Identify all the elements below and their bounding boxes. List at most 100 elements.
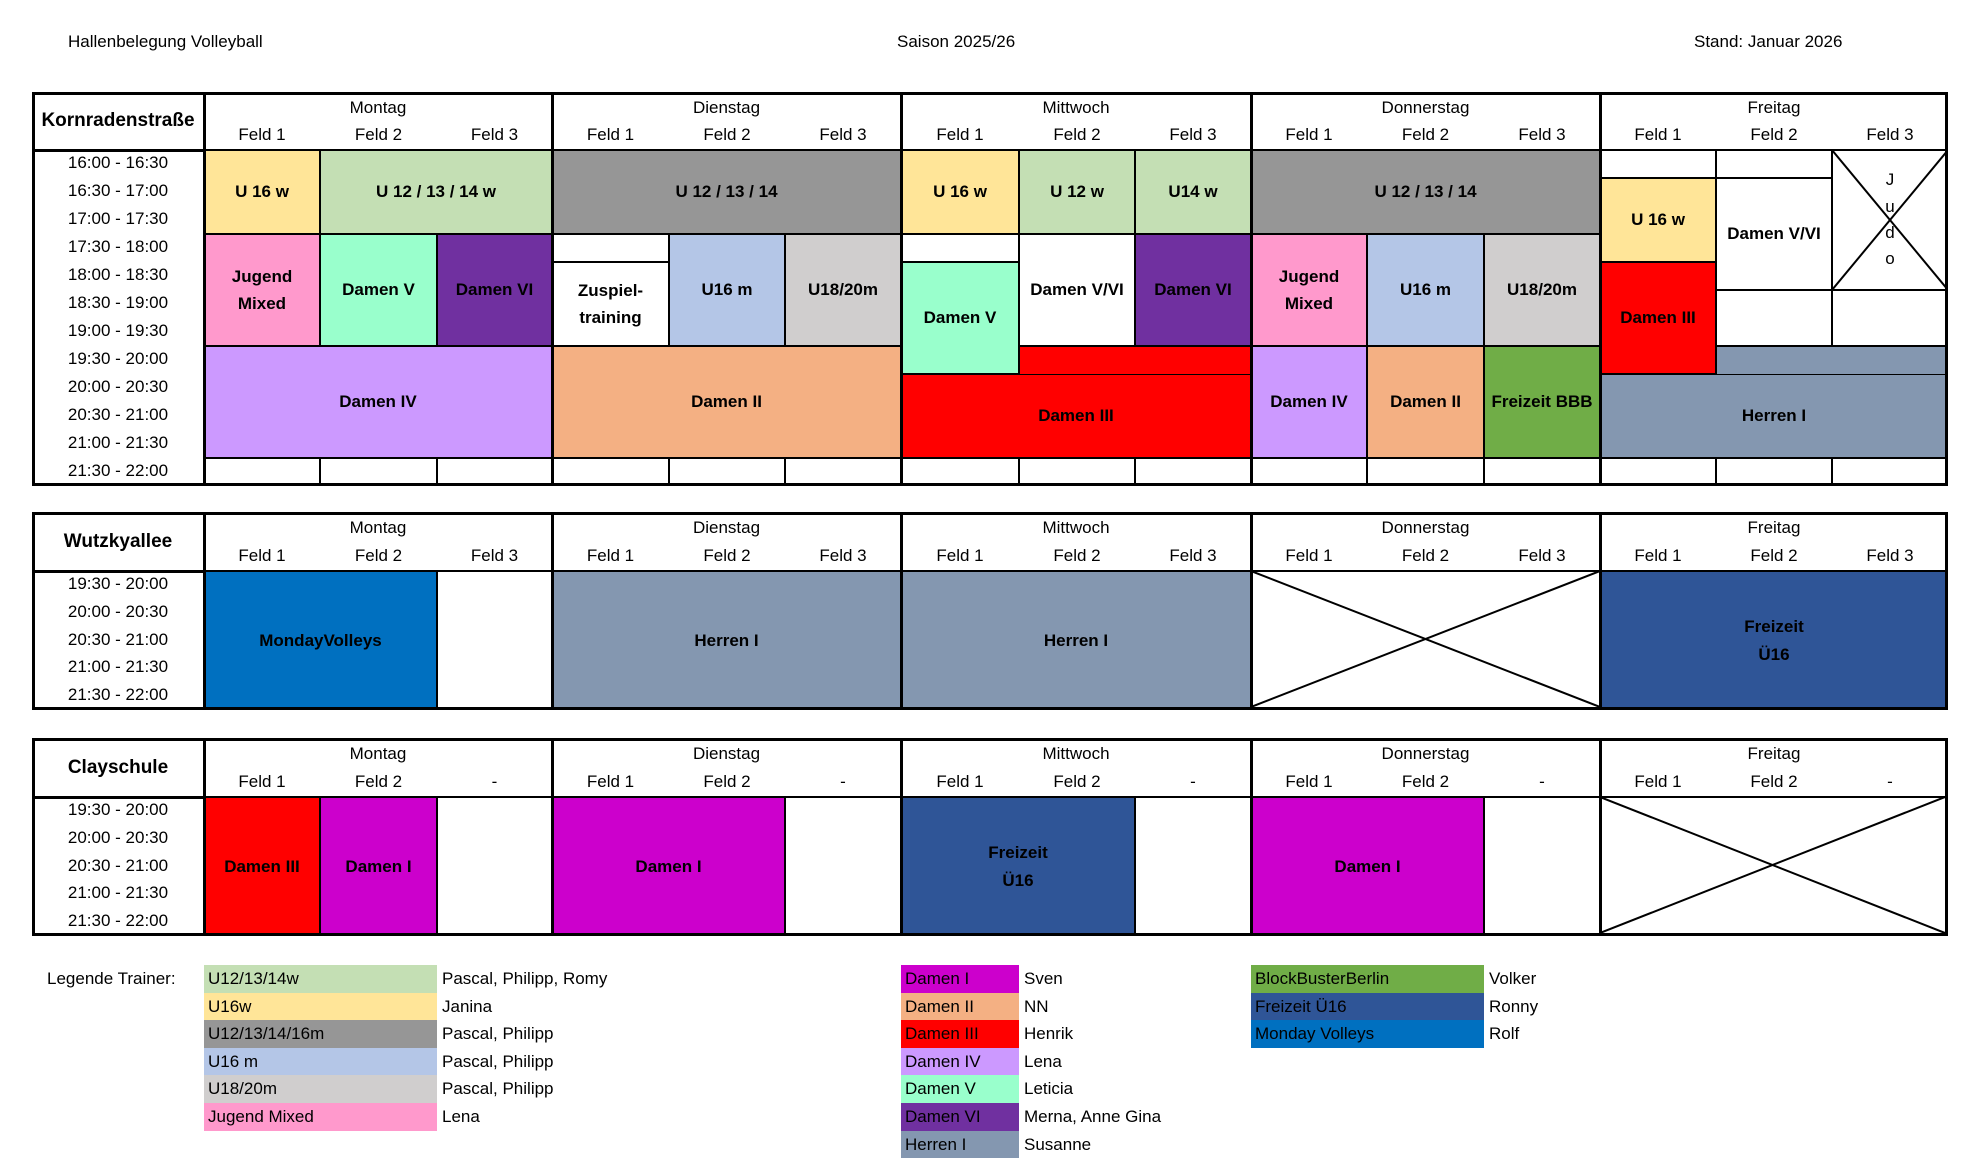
block-label: Damen V/VI	[1030, 280, 1124, 300]
block-clay-mo-damen-i[interactable]: Damen I	[320, 797, 437, 936]
block-label: U18/20m	[808, 280, 878, 300]
block-clay-do-damen-i[interactable]: Damen I	[1251, 797, 1484, 936]
feld-label: Feld 2	[354, 125, 403, 144]
block-mi-damen-vi[interactable]: Damen VI	[1135, 234, 1251, 346]
block-do-damen-ii[interactable]: Damen II	[1367, 346, 1484, 458]
block-fr-damen-v-vi[interactable]: Damen V/VI	[1716, 178, 1832, 290]
empty-slot[interactable]	[1019, 458, 1135, 486]
feld-label: Feld 1	[238, 545, 286, 565]
block-fr-damen-iii[interactable]: Damen III	[1600, 262, 1716, 374]
block-mi-u16w[interactable]: U 16 w	[901, 150, 1019, 234]
empty-slot[interactable]	[1716, 290, 1832, 346]
feld-label: -	[1887, 771, 1893, 791]
empty-slot[interactable]	[1600, 458, 1716, 486]
empty-slot[interactable]	[437, 571, 552, 710]
block-label: Jugend	[1278, 266, 1340, 286]
empty-slot[interactable]	[901, 458, 1019, 486]
empty-slot[interactable]	[785, 797, 901, 936]
day-divider	[900, 738, 903, 936]
legend-trainer: Susanne	[1024, 1134, 1092, 1154]
empty-slot[interactable]	[204, 458, 320, 486]
time-slot-label: 20:30 - 21:00	[67, 629, 169, 649]
empty-slot[interactable]	[1832, 458, 1948, 486]
location-line-1: Kornraden	[41, 110, 138, 132]
block-fr-u16w[interactable]: U 16 w	[1600, 178, 1716, 262]
block-clay-di-damen-i[interactable]: Damen I	[552, 797, 785, 936]
block-do-u16m[interactable]: U16 m	[1367, 234, 1484, 346]
empty-slot[interactable]	[1135, 458, 1251, 486]
legend-swatch: Damen I	[901, 965, 1019, 993]
block-do-u12-13-14[interactable]: U 12 / 13 / 14	[1251, 150, 1600, 234]
block-mi-damen-v-vi[interactable]: Damen V/VI	[1019, 234, 1135, 346]
time-slot-label: 17:00 - 17:30	[67, 209, 169, 228]
block-do-freizeit-bbb[interactable]: Freizeit BBB	[1484, 346, 1600, 458]
empty-slot[interactable]	[1716, 458, 1832, 486]
clayschule-location-label: Clayschule	[67, 756, 169, 778]
empty-slot[interactable]	[320, 458, 437, 486]
block-do-jugend-mixed[interactable]: Jugend Mixed	[1251, 234, 1367, 346]
block-fr-herren-i[interactable]: Herren I	[1600, 374, 1948, 458]
kornraden-location-label: Kornraden straße	[32, 92, 204, 150]
block-mi-damen-v[interactable]: Damen V	[901, 262, 1019, 374]
empty-slot[interactable]	[669, 458, 785, 486]
feld-label: Feld 2	[354, 771, 403, 791]
day-divider	[551, 738, 554, 936]
empty-slot[interactable]	[552, 458, 669, 486]
block-mo-damen-v[interactable]: Damen V	[320, 234, 437, 346]
block-di-u18-20m[interactable]: U18/20m	[785, 234, 901, 346]
empty-slot[interactable]	[437, 458, 552, 486]
legend-swatch: Monday Volleys	[1251, 1020, 1484, 1048]
empty-slot[interactable]	[1600, 150, 1716, 178]
empty-slot[interactable]	[552, 234, 669, 262]
empty-slot[interactable]	[1484, 797, 1600, 936]
block-di-u12-13-14[interactable]: U 12 / 13 / 14	[552, 150, 901, 234]
block-mo-damen-vi[interactable]: Damen VI	[437, 234, 552, 346]
block-di-u16m[interactable]: U16 m	[669, 234, 785, 346]
empty-slot[interactable]	[1135, 797, 1251, 936]
block-wutzky-fr-freizeit-u16[interactable]: Freizeit Ü16	[1600, 571, 1948, 710]
block-mo-u16w[interactable]: U 16 w	[204, 150, 320, 234]
day-header-dienstag: Dienstag	[692, 518, 761, 537]
feld-label: Feld 2	[1053, 771, 1101, 791]
block-di-zuspieltraining[interactable]: Zuspiel-training	[552, 262, 669, 346]
feld-label: Feld 3	[819, 125, 867, 144]
block-wutzky-di-herren-i[interactable]: Herren I	[552, 571, 901, 710]
empty-slot[interactable]	[785, 458, 901, 486]
block-clay-mo-damen-iii[interactable]: Damen III	[204, 797, 320, 936]
empty-slot[interactable]	[437, 797, 552, 936]
feld-label: Feld 1	[1634, 125, 1682, 144]
block-clay-mi-freizeit-u16[interactable]: Freizeit Ü16	[901, 797, 1135, 936]
block-mo-u12-13-14w[interactable]: U 12 / 13 / 14 w	[320, 150, 552, 234]
empty-slot[interactable]	[1367, 458, 1484, 486]
feld-label: Feld 3	[1169, 125, 1217, 144]
block-do-damen-iv[interactable]: Damen IV	[1251, 346, 1367, 458]
empty-slot[interactable]	[1484, 458, 1600, 486]
block-mi-damen-iii[interactable]: Damen III	[901, 374, 1251, 458]
time-slot-label: 21:00 - 21:30	[67, 883, 169, 903]
block-mo-damen-iv[interactable]: Damen IV	[204, 346, 552, 458]
legend-trainer: Leticia	[1024, 1079, 1074, 1099]
day-divider	[203, 92, 206, 486]
block-mi-u14w[interactable]: U14 w	[1135, 150, 1251, 234]
empty-slot[interactable]	[901, 234, 1019, 262]
legend-swatch: U18/20m	[204, 1075, 437, 1103]
day-header-donnerstag: Donnerstag	[1381, 98, 1470, 117]
block-mo-jugend-mixed[interactable]: Jugend Mixed	[204, 234, 320, 346]
block-di-damen-ii[interactable]: Damen II	[552, 346, 901, 458]
feld-label: Feld 1	[238, 125, 286, 144]
legend-swatch: Damen V	[901, 1075, 1019, 1103]
feld-label: Feld 1	[586, 125, 635, 144]
empty-slot[interactable]	[1832, 290, 1948, 346]
feld-label: Feld 2	[1750, 125, 1798, 144]
feld-label: Feld 1	[936, 125, 984, 144]
empty-slot[interactable]	[1716, 150, 1832, 178]
block-wutzky-mo-mondayvolleys[interactable]: MondayVolleys	[204, 571, 437, 710]
block-wutzky-mi-herren-i[interactable]: Herren I	[901, 571, 1251, 710]
time-slot-label: 19:30 - 20:00	[67, 800, 169, 819]
feld-label: Feld 1	[1634, 771, 1682, 791]
block-mi-u12w[interactable]: U 12 w	[1019, 150, 1135, 234]
feld-label: Feld 3	[1518, 125, 1566, 144]
empty-slot[interactable]	[1251, 458, 1367, 486]
day-divider	[1250, 92, 1253, 486]
block-do-u18-20m[interactable]: U18/20m	[1484, 234, 1600, 346]
